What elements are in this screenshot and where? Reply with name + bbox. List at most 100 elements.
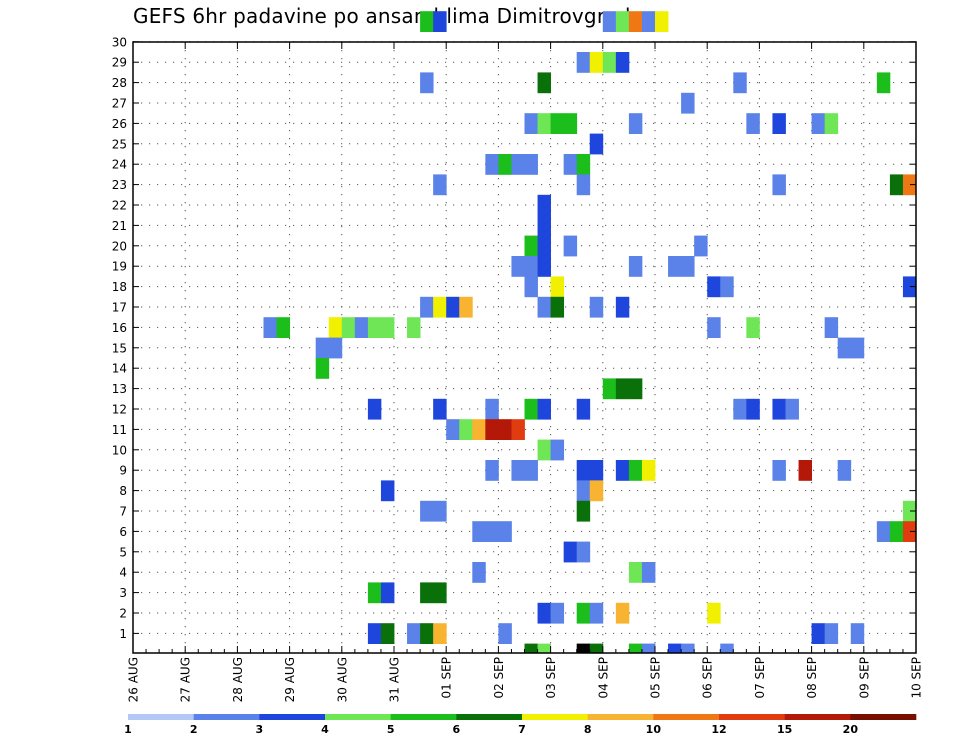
x-tick-label: 29 AUG — [283, 657, 297, 702]
precip-cell — [589, 133, 604, 155]
y-tick-label: 16 — [112, 321, 127, 335]
x-tick-label: 07 SEP — [753, 657, 767, 699]
precip-cell — [576, 154, 591, 175]
precip-cell — [380, 623, 395, 644]
precip-cell — [707, 602, 721, 624]
precip-cell — [576, 541, 591, 563]
precip-cell — [537, 235, 551, 257]
y-tick-label: 2 — [119, 607, 127, 621]
precip-cell — [563, 541, 578, 563]
precip-cell — [563, 113, 578, 134]
colorbar-label: 10 — [646, 723, 662, 736]
precip-cell — [733, 398, 747, 420]
precip-cell — [576, 398, 591, 420]
precip-cell — [628, 460, 643, 481]
precip-cell — [576, 500, 591, 522]
precip-cell — [628, 11, 643, 32]
precip-cell — [772, 113, 786, 134]
precip-cell — [524, 235, 538, 257]
y-tick-label: 29 — [112, 56, 127, 70]
precip-cell — [420, 296, 434, 318]
y-tick-label: 12 — [112, 403, 127, 417]
precip-cell — [446, 296, 460, 318]
precip-cell — [537, 643, 551, 653]
precip-cell — [850, 623, 865, 644]
precip-cells — [263, 11, 917, 653]
precip-cell — [563, 235, 578, 257]
precip-cell — [850, 337, 865, 359]
x-tick-label: 27 AUG — [179, 657, 193, 702]
x-tick-label: 05 SEP — [649, 657, 663, 699]
precip-cell — [811, 623, 826, 644]
precip-cell — [550, 439, 565, 461]
precip-cell — [641, 562, 656, 583]
precip-cell — [733, 72, 747, 94]
precip-cell — [276, 317, 290, 338]
x-tick-label: 03 SEP — [544, 657, 558, 699]
precip-cell — [602, 11, 617, 32]
precip-cell — [798, 460, 812, 481]
precip-cell — [615, 296, 630, 318]
precip-cell — [537, 72, 551, 94]
precip-cell — [485, 154, 499, 175]
colorbar-label: 2 — [190, 723, 198, 736]
precip-cell — [615, 460, 630, 481]
precip-cell — [641, 460, 656, 481]
y-tick-label: 22 — [112, 199, 127, 213]
precip-cell — [576, 174, 591, 196]
x-tick-label: 02 SEP — [492, 657, 506, 699]
colorbar-swatch — [128, 714, 194, 720]
precip-cell — [681, 643, 695, 653]
precip-cell — [537, 113, 551, 134]
precip-cell — [524, 154, 538, 175]
precip-cell — [537, 439, 551, 461]
precip-cell — [628, 643, 643, 653]
precip-cell — [420, 11, 434, 32]
precip-cell — [902, 521, 917, 542]
precip-cell — [433, 582, 447, 604]
precip-cell — [511, 256, 525, 277]
precip-cell — [524, 113, 538, 134]
y-tick-label: 5 — [119, 545, 127, 559]
precip-cell — [420, 582, 434, 604]
precip-cell — [628, 562, 643, 583]
precip-cell — [589, 602, 604, 624]
colorbar-swatch — [456, 714, 523, 720]
x-tick-label: 08 SEP — [805, 657, 819, 699]
precip-cell — [420, 623, 434, 644]
precip-cell — [589, 643, 604, 653]
precip-cell — [889, 521, 904, 542]
precip-cell — [772, 460, 786, 481]
precip-cell — [485, 521, 499, 542]
precip-cell — [380, 582, 395, 604]
precip-cell — [576, 643, 591, 653]
y-tick-label: 25 — [112, 137, 127, 151]
precip-cell — [837, 460, 852, 481]
y-tick-label: 21 — [112, 219, 127, 233]
precip-cell — [341, 317, 356, 338]
y-tick-label: 19 — [112, 260, 127, 274]
precip-cell — [824, 317, 839, 338]
precip-cell — [511, 419, 525, 440]
colorbar-label: 7 — [518, 723, 526, 736]
precip-cell — [550, 276, 565, 298]
y-tick-label: 20 — [112, 239, 127, 253]
precip-cell — [446, 419, 460, 440]
y-tick-label: 7 — [119, 505, 127, 519]
x-axis: 26 AUG 27 AUG 28 AUG 29 AUG 30 AUG 31 AUG 01 S… — [127, 42, 924, 702]
precip-cell — [824, 113, 839, 134]
precip-cell — [876, 521, 891, 542]
precip-cell — [668, 256, 682, 277]
precip-cell — [537, 215, 551, 236]
precip-cell — [720, 276, 734, 298]
precip-cell — [772, 174, 786, 196]
precip-cell — [537, 256, 551, 277]
x-tick-label: 10 SEP — [910, 657, 924, 699]
precip-cell — [876, 72, 891, 94]
y-tick-label: 11 — [112, 423, 127, 437]
precip-cell — [420, 500, 434, 522]
colorbar-swatch — [325, 714, 391, 720]
precip-cell — [589, 480, 604, 502]
precip-cell — [615, 378, 630, 400]
